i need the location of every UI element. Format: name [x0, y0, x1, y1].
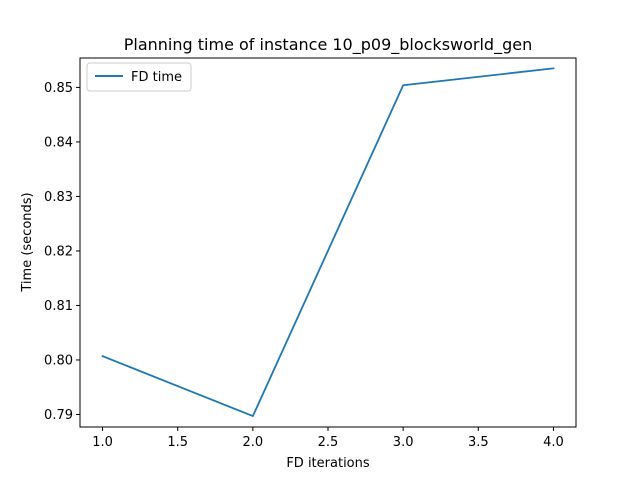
legend-box: [86, 62, 192, 92]
plot-area: 1.0 1.5 2.0 2.5 3.0 3.5 4.0 0.79 0.80 0.81 0.82 0.8…: [44, 57, 577, 450]
x-axis-label: FD iterations: [286, 456, 370, 471]
legend: FD time: [86, 62, 192, 92]
x-tick-label: 2.0: [243, 435, 264, 450]
y-tick-label: 0.80: [44, 353, 73, 368]
y-tick-label: 0.84: [44, 135, 73, 150]
x-tick-label: 4.0: [543, 435, 564, 450]
y-tick-label: 0.82: [44, 244, 73, 259]
x-tick-label: 3.5: [468, 435, 489, 450]
x-tick-label: 1.5: [167, 435, 188, 450]
legend-label-fd-time: FD time: [131, 70, 182, 85]
chart-title: Planning time of instance 10_p09_blocksw…: [124, 35, 532, 55]
x-tick-label: 1.0: [92, 435, 113, 450]
y-axis-label: Time (seconds): [20, 192, 35, 292]
x-tick-label: 2.5: [318, 435, 339, 450]
y-tick-label: 0.81: [44, 299, 73, 314]
y-tick-label: 0.79: [44, 408, 73, 423]
series-line-0: [101, 67, 555, 418]
y-tick-label: 0.83: [44, 190, 73, 205]
plot-frame: [79, 57, 577, 428]
x-tick-label: 3.0: [393, 435, 414, 450]
y-tick-label: 0.85: [44, 81, 73, 96]
